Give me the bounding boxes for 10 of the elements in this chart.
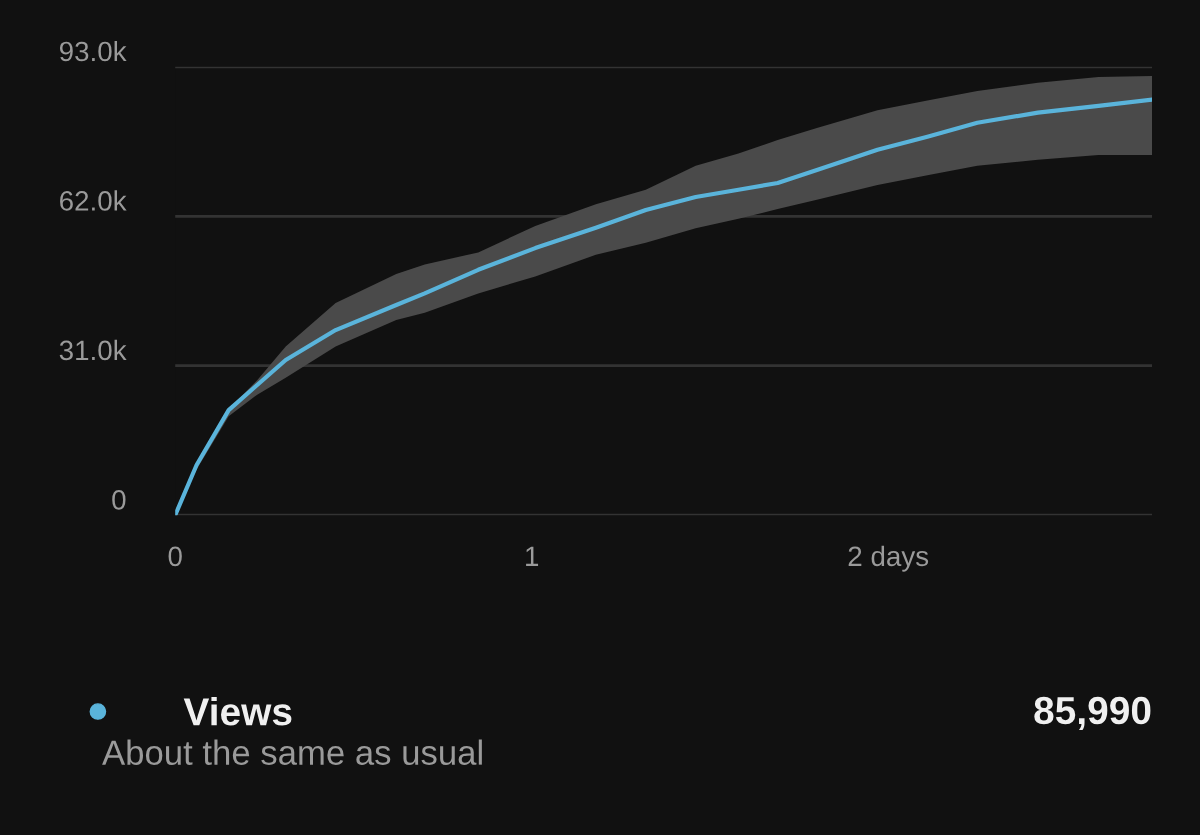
text: About the same as usual <box>102 739 482 765</box>
x-tick-label: 0 <box>168 546 182 567</box>
x-tick-label: 1 <box>526 546 539 566</box>
y-tick-label: 62.0k <box>60 190 127 211</box>
x-tick-label: 2 days <box>848 545 929 572</box>
text: 85,990 <box>1034 696 1151 730</box>
y-tick-label: 0 <box>112 490 126 510</box>
legend-label: Views <box>183 696 292 726</box>
y-tick-label: 93.0k <box>59 40 127 62</box>
y-tick-label: 31.0k <box>59 339 127 361</box>
